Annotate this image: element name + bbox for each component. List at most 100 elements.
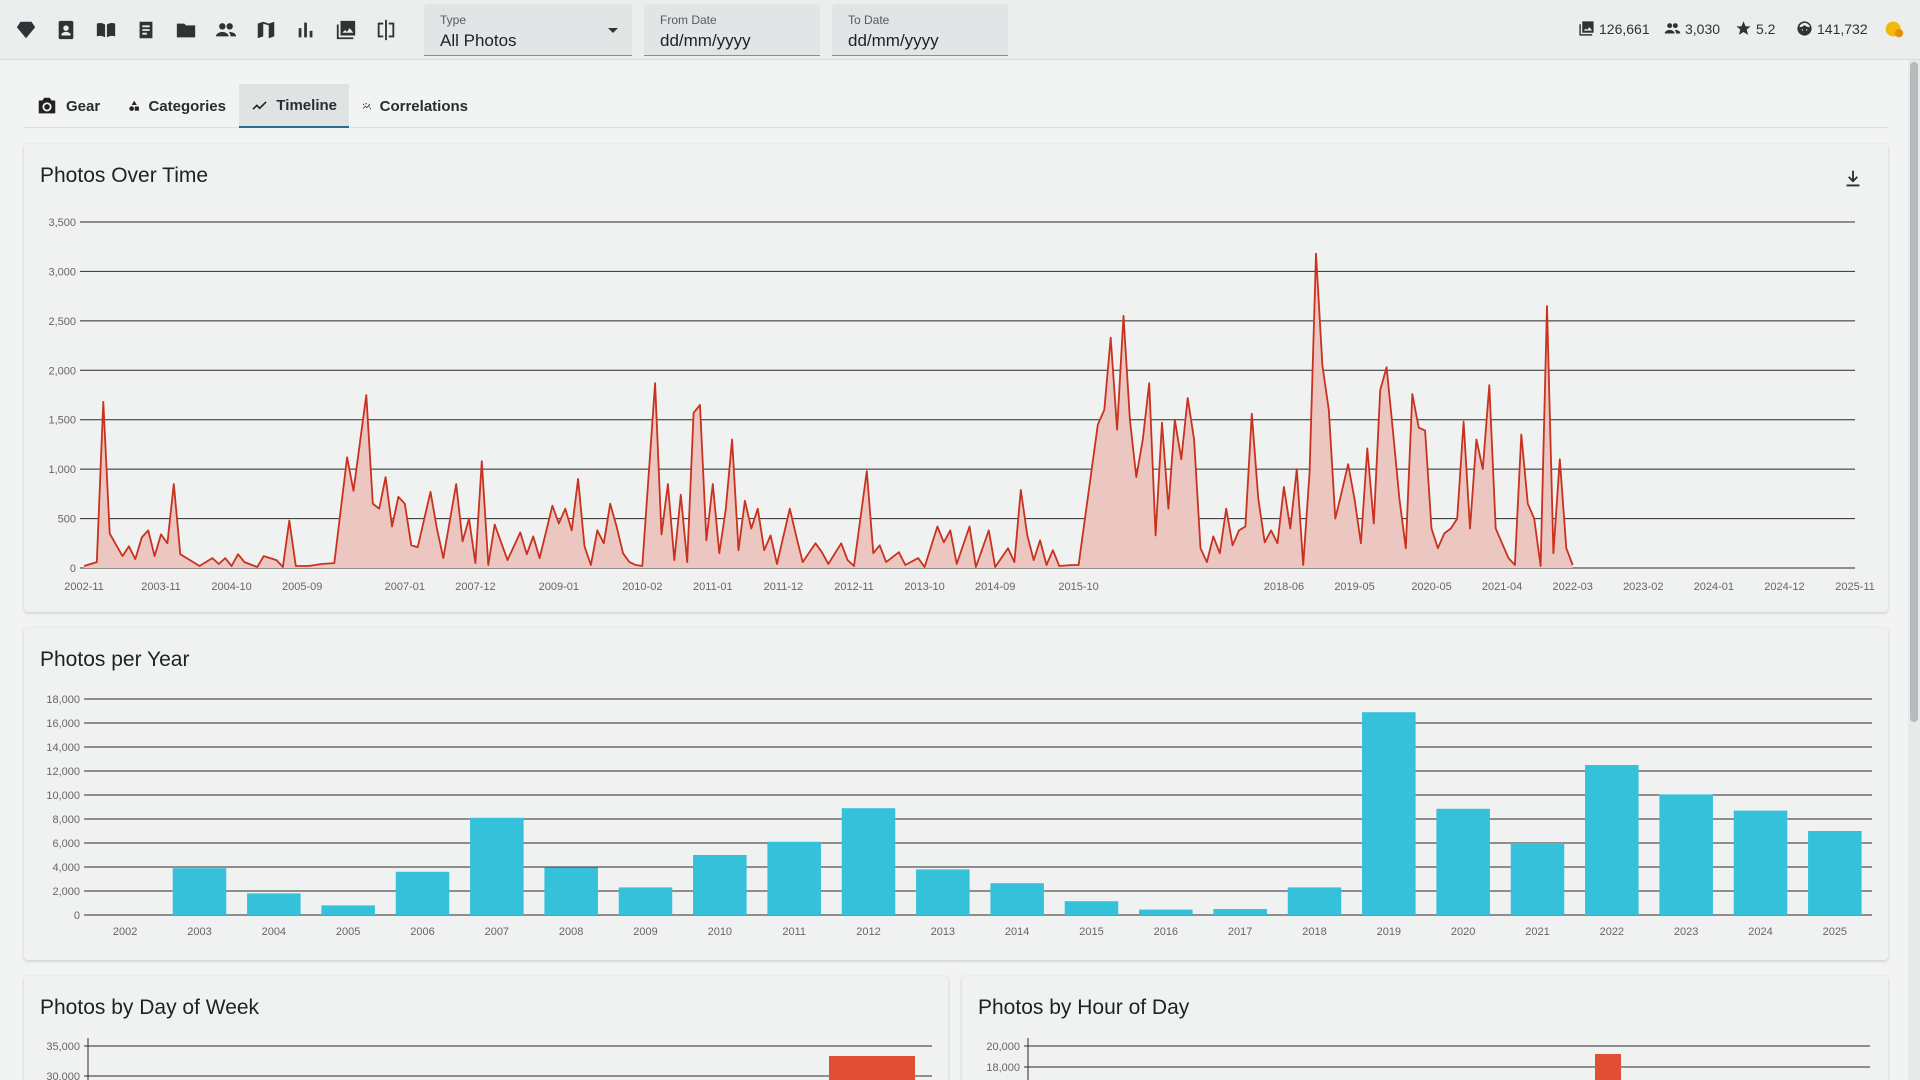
x-tick-label: 2021-04	[1482, 581, 1522, 593]
x-tick-label: 2010-02	[622, 581, 662, 593]
from-date-value: dd/mm/yyyy	[660, 31, 751, 50]
x-tick-label: 2023	[1674, 926, 1698, 938]
folder-icon[interactable]	[174, 18, 198, 42]
x-tick-label: 2013-10	[904, 581, 944, 593]
bar-2022	[1585, 765, 1639, 915]
y-tick-label: 3,500	[48, 217, 76, 229]
bar-2019	[1362, 712, 1416, 915]
y-tick-label: 20,000	[986, 1041, 1020, 1053]
y-tick-label: 10,000	[46, 790, 80, 802]
x-tick-label: 2012-11	[834, 581, 874, 593]
hour-bar-chart: 20,000 18,000	[986, 1038, 1870, 1080]
star-icon	[1736, 21, 1751, 35]
x-tick-label: 2011	[782, 926, 806, 938]
x-tick-label: 2007	[485, 926, 509, 938]
bar-2014	[990, 883, 1044, 915]
timeline-chart-title: Photos Over Time	[40, 164, 209, 187]
x-tick-label: 2004-10	[211, 581, 251, 593]
x-tick-label: 2015-10	[1058, 581, 1098, 593]
rating-stat: 5.2	[1735, 20, 1775, 37]
bar-2017	[1213, 909, 1267, 915]
dow-card: Photos by Day of Week 35,000 30,000	[24, 976, 948, 1080]
bar-2024	[1733, 810, 1788, 915]
photo-library-icon[interactable]	[334, 18, 358, 42]
x-tick-label: 2013	[931, 926, 955, 938]
y-tick-label: 2,000	[48, 365, 76, 377]
x-tick-label: 2015	[1079, 926, 1103, 938]
x-tick-label: 2014-09	[975, 581, 1015, 593]
y-tick-label: 18,000	[46, 694, 80, 706]
x-tick-label: 2003-11	[141, 581, 181, 593]
x-tick-label: 2018	[1302, 926, 1326, 938]
x-tick-label: 2020-05	[1411, 581, 1451, 593]
bar-2006	[395, 871, 450, 915]
people-count: 3,030	[1685, 20, 1721, 37]
bar-2010	[693, 855, 747, 915]
open-book-icon[interactable]	[94, 18, 118, 42]
diamond-icon[interactable]	[14, 18, 38, 42]
y-tick-label: 8,000	[52, 814, 80, 826]
shapes-icon	[129, 100, 139, 111]
bar-chart-icon[interactable]	[294, 18, 318, 42]
faces-count-stat: 141,732	[1796, 20, 1868, 37]
top-toolbar: Type All Photos From Date dd/mm/yyyy To …	[0, 0, 1920, 60]
tab-timeline[interactable]: Timeline	[239, 84, 349, 128]
x-tick-label: 2009-01	[539, 581, 579, 593]
x-tick-label: 2014	[1005, 926, 1029, 938]
bar-2012	[841, 808, 896, 915]
bar-2021	[1510, 843, 1565, 915]
y-tick-label: 16,000	[46, 718, 80, 730]
timeline-area-chart: 0 500 1,000 1,500 2,000 2,500 3,000 3,500 2002-1…	[48, 217, 1874, 593]
from-date-field[interactable]: From Date dd/mm/yyyy	[644, 4, 820, 56]
year-chart-title: Photos per Year	[40, 648, 190, 671]
y-tick-label: 0	[74, 910, 80, 922]
to-date-label: To Date	[848, 13, 890, 27]
bar-2004	[247, 893, 301, 915]
coin-status-icon[interactable]	[1884, 19, 1904, 39]
tab-gear[interactable]: Gear	[24, 84, 116, 128]
download-icon[interactable]	[1842, 168, 1864, 190]
tab-correlations[interactable]: Correlations	[350, 84, 480, 128]
photo-count: 126,661	[1599, 20, 1650, 37]
timeline-card: Photos Over Time 0 500 1,000 1,500 2,000 2,50…	[24, 144, 1888, 612]
x-tick-label: 2007-12	[455, 581, 495, 593]
rating-value: 5.2	[1756, 20, 1776, 37]
type-label: Type	[440, 13, 467, 27]
year-bar-chart: 0 2,000 4,000 6,000 8,000 10,000 12,000 14,000 1…	[46, 694, 1872, 938]
chevron-down-icon	[608, 28, 618, 33]
y-tick-label: 500	[58, 514, 76, 526]
x-tick-label: 2005-09	[282, 581, 322, 593]
bar-2023	[1659, 794, 1713, 915]
tab-categories[interactable]: Categories	[116, 84, 238, 128]
x-tick-label: 2025	[1823, 926, 1847, 938]
y-tick-label: 18,000	[986, 1062, 1020, 1074]
type-select[interactable]: Type All Photos	[424, 4, 632, 56]
x-tick-label: 2019	[1377, 926, 1401, 938]
x-tick-label: 2003	[187, 926, 211, 938]
bar-2011	[767, 841, 821, 915]
bar-partial	[1595, 1054, 1621, 1080]
x-tick-label: 2004	[262, 926, 286, 938]
trending-line-icon	[252, 101, 267, 110]
scatter-line-icon	[362, 102, 372, 110]
x-tick-label: 2020	[1451, 926, 1475, 938]
year-card: Photos per Year 0 2,000 4,000 6,000 8,000 10,…	[24, 628, 1888, 960]
scrollbar-thumb[interactable]	[1910, 62, 1918, 722]
x-tick-label: 2012	[856, 926, 880, 938]
contact-card-icon[interactable]	[54, 18, 78, 42]
bar-2015	[1064, 901, 1119, 915]
map-icon[interactable]	[254, 18, 278, 42]
x-tick-label: 2019-05	[1334, 581, 1374, 593]
y-tick-label: 2,000	[52, 886, 80, 898]
to-date-field[interactable]: To Date dd/mm/yyyy	[832, 4, 1008, 56]
x-tick-label: 2011-12	[764, 581, 804, 593]
people-icon[interactable]	[214, 18, 238, 42]
document-icon[interactable]	[134, 18, 158, 42]
compare-icon[interactable]	[374, 18, 398, 42]
bar-2005	[321, 905, 375, 915]
bar-2025	[1808, 831, 1862, 915]
y-tick-label: 3,000	[48, 266, 76, 278]
dow-bar-chart: 35,000 30,000	[46, 1038, 932, 1080]
bar-partial	[829, 1056, 915, 1080]
x-tick-label: 2022	[1600, 926, 1624, 938]
